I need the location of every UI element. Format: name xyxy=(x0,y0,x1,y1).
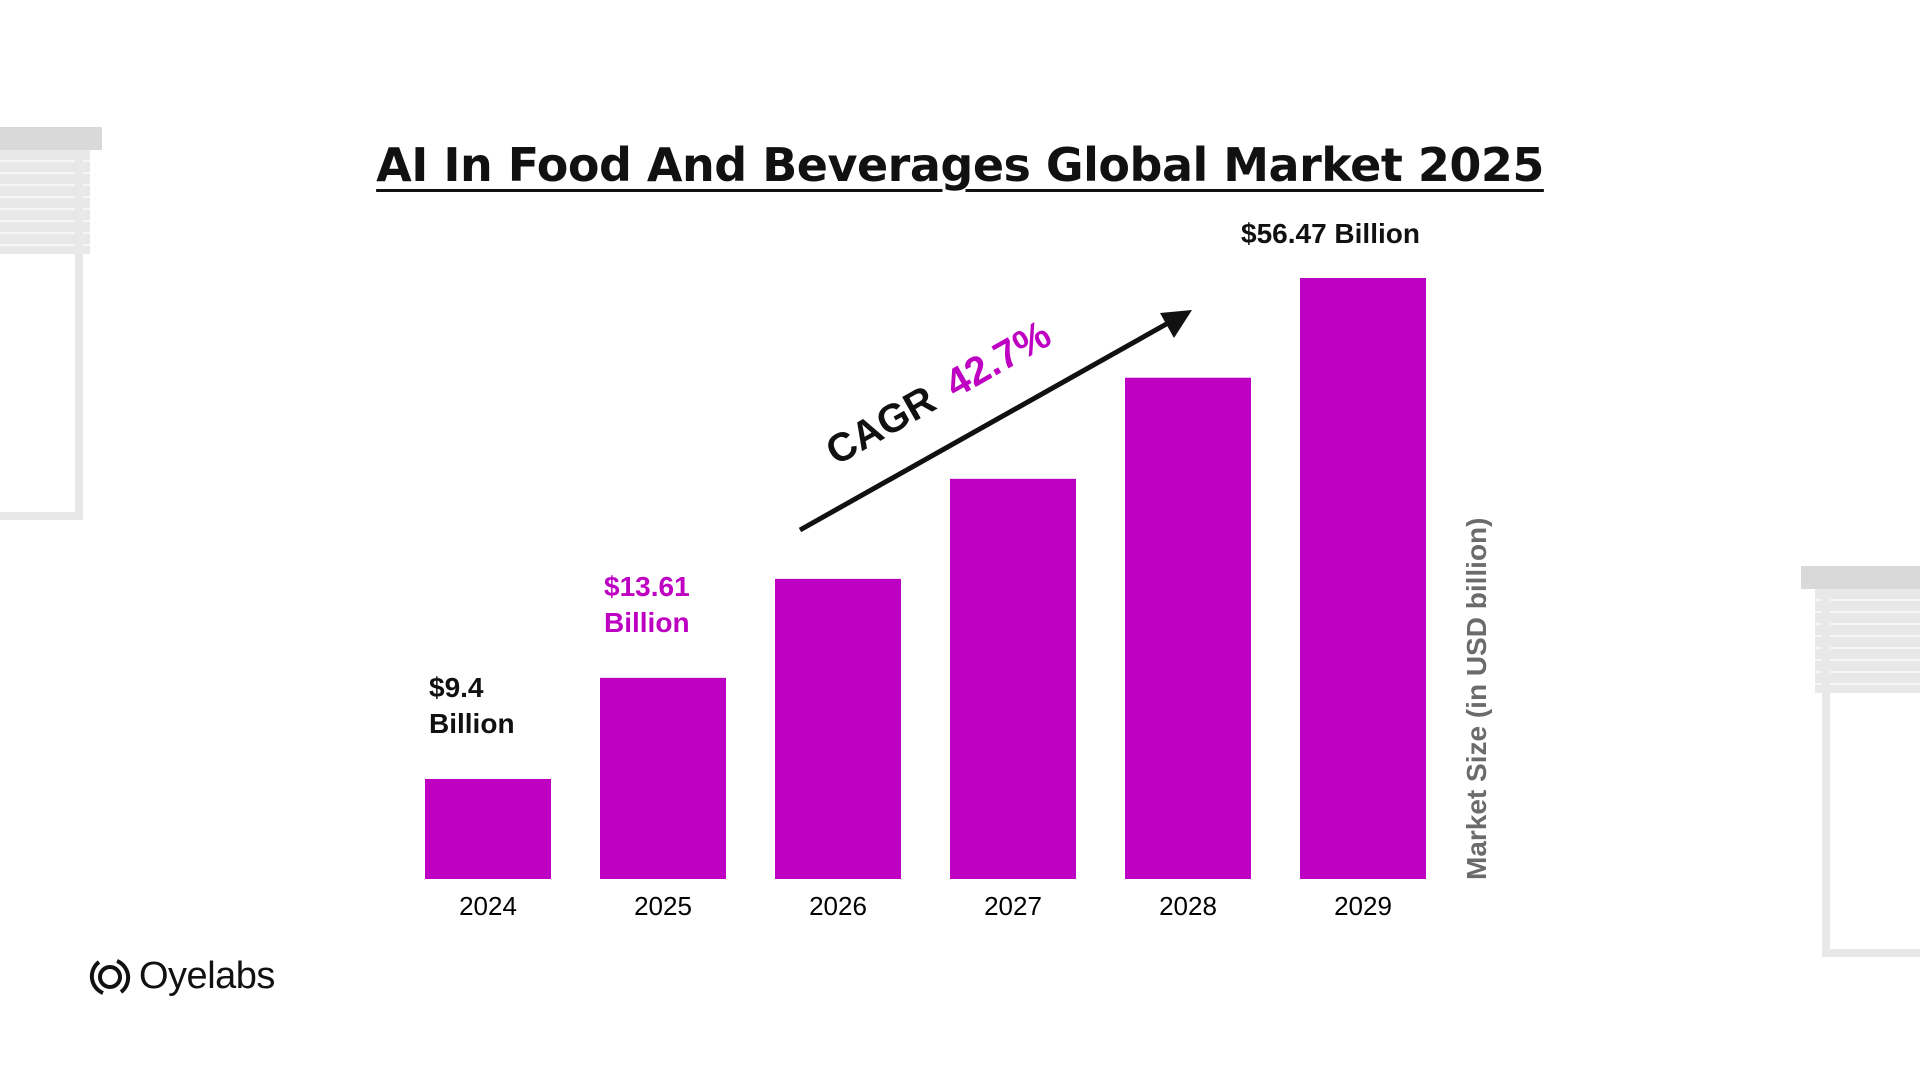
data-label: Billion xyxy=(429,708,515,739)
bar-2024 xyxy=(425,778,551,879)
decor-frame-right-bottom xyxy=(1822,949,1920,957)
decor-blind-right-top xyxy=(1801,566,1920,589)
decor-blind-left-top xyxy=(0,127,102,150)
bar-2027 xyxy=(950,478,1076,879)
bar-2026 xyxy=(775,578,901,879)
y-axis-label: Market Size (in USD billion) xyxy=(1461,518,1492,880)
chart-title: AI In Food And Beverages Global Market 2… xyxy=(376,138,1544,192)
cagr-arrow-line xyxy=(798,319,1172,533)
brand-logo: Oyelabs xyxy=(89,955,275,998)
bar-2025 xyxy=(600,677,726,879)
decor-blind-right-slats xyxy=(1815,589,1920,693)
decor-frame-left-bottom xyxy=(0,512,83,520)
decor-frame-right-vertical xyxy=(1822,589,1830,957)
data-label: $9.4 xyxy=(429,672,484,703)
x-tick-label: 2026 xyxy=(809,891,867,921)
cagr-arrowhead-icon xyxy=(1160,310,1192,338)
x-tick-label: 2024 xyxy=(459,891,517,921)
brand-name: Oyelabs xyxy=(139,955,275,997)
bar-2028 xyxy=(1125,377,1251,879)
x-tick-label: 2027 xyxy=(984,891,1042,921)
bar-2029 xyxy=(1300,278,1426,879)
decor-frame-left-vertical xyxy=(75,150,83,520)
data-label: $13.61 xyxy=(604,571,690,602)
x-tick-label: 2025 xyxy=(634,891,692,921)
data-label: $56.47 Billion xyxy=(1241,218,1420,249)
data-label: Billion xyxy=(604,607,690,638)
x-tick-label: 2028 xyxy=(1159,891,1217,921)
x-tick-label: 2029 xyxy=(1334,891,1392,921)
oyelabs-logo-icon xyxy=(89,958,131,995)
